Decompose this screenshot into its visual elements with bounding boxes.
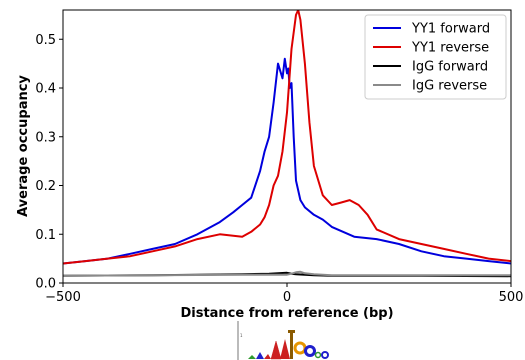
plot-layer xyxy=(63,10,511,278)
x-tick-label: −500 xyxy=(45,290,81,305)
series-line-yy1-reverse xyxy=(63,10,511,265)
legend-label: YY1 reverse xyxy=(411,41,489,56)
legend-label: IgG reverse xyxy=(412,79,487,94)
y-tick-label: 0.1 xyxy=(35,228,56,243)
y-tick-label: 0.4 xyxy=(35,82,56,97)
legend-box xyxy=(364,14,507,100)
y-tick-label: 0.2 xyxy=(35,179,56,194)
axes-layer: −500 0 500 0.0 0.1 0.2 0.3 0.4 0.5 xyxy=(35,9,524,305)
x-axis-label: Distance from reference (bp) xyxy=(180,306,393,321)
sequence-motif-logo: 1 xyxy=(237,321,329,360)
series-line-yy1-forward xyxy=(63,57,511,265)
y-tick-label: 0.5 xyxy=(35,33,56,48)
legend-label: IgG forward xyxy=(412,60,488,75)
legend: YY1 forward YY1 reverse IgG forward IgG rev… xyxy=(364,14,507,100)
x-tick-label: 0 xyxy=(283,290,291,305)
y-tick-label: 0.0 xyxy=(35,277,56,292)
y-tick-label: 0.3 xyxy=(35,130,56,145)
x-tick-label: 500 xyxy=(499,290,524,305)
svg-text:1: 1 xyxy=(240,333,243,338)
series-line-igg-reverse xyxy=(63,270,511,277)
legend-label: YY1 forward xyxy=(411,22,490,37)
y-axis-label: Average occupancy xyxy=(16,75,31,217)
